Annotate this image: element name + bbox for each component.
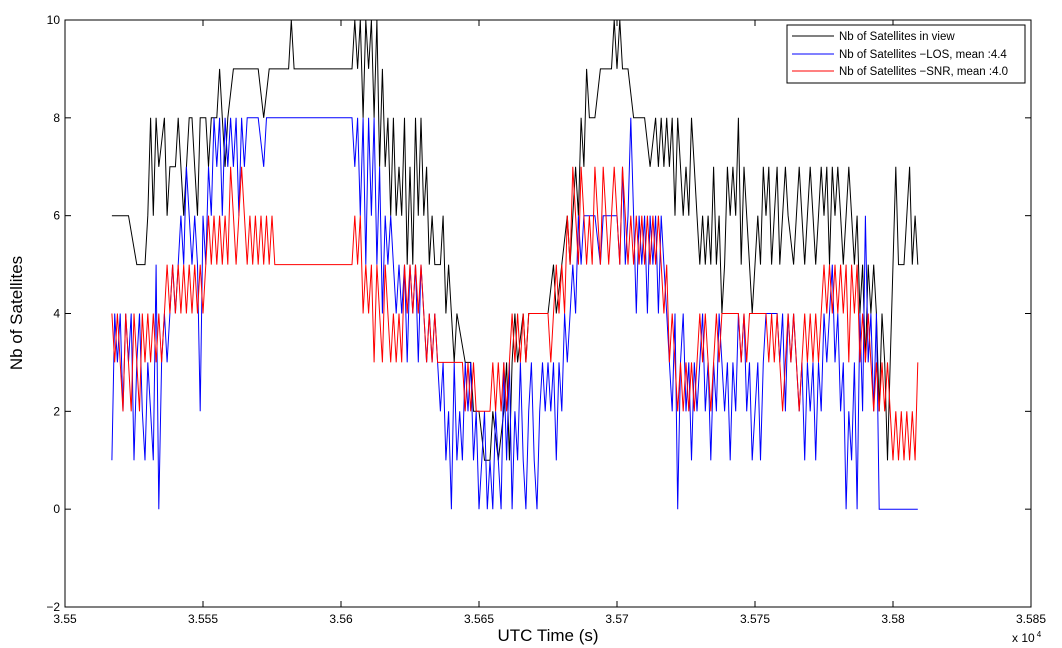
y-axis-label: Nb of Satellites — [7, 256, 26, 370]
x-multiplier-label: x 10 4 — [1012, 630, 1042, 645]
x-multiplier-base: x 10 — [1012, 631, 1035, 645]
legend-label-los: Nb of Satellites −LOS, mean :4.4 — [839, 49, 1007, 61]
series-line-2 — [111, 166, 919, 461]
x-tick-label: 3.555 — [188, 612, 218, 626]
x-tick-label: 3.55 — [53, 612, 77, 626]
x-tick-label: 3.57 — [605, 612, 629, 626]
legend-label-in-view: Nb of Satellites in view — [839, 31, 955, 43]
x-tick-label: 3.56 — [329, 612, 353, 626]
series-lines — [111, 19, 919, 510]
x-axis-label: UTC Time (s) — [497, 626, 598, 645]
x-tick-label: 3.58 — [881, 612, 905, 626]
axis-ticks — [64, 19, 1032, 608]
x-tick-label: 3.585 — [1016, 612, 1046, 626]
x-tick-label: 3.575 — [740, 612, 770, 626]
y-tick-label: 0 — [53, 502, 60, 516]
y-tick-label: 6 — [53, 209, 60, 223]
y-tick-label: 4 — [53, 307, 60, 321]
legend: Nb of Satellites in view Nb of Satellite… — [786, 24, 1026, 84]
x-multiplier-exponent: 4 — [1037, 630, 1042, 639]
y-tick-label: 2 — [53, 404, 60, 418]
y-tick-label: −2 — [46, 600, 60, 614]
y-tick-label: 10 — [47, 13, 61, 27]
y-tick-label: 8 — [53, 111, 60, 125]
tick-labels: 3.55 3.555 3.56 3.565 3.57 3.575 3.58 3.585 −2 0 2… — [46, 13, 1046, 626]
x-tick-label: 3.565 — [464, 612, 494, 626]
legend-label-snr: Nb of Satellites −SNR, mean :4.0 — [839, 66, 1008, 78]
